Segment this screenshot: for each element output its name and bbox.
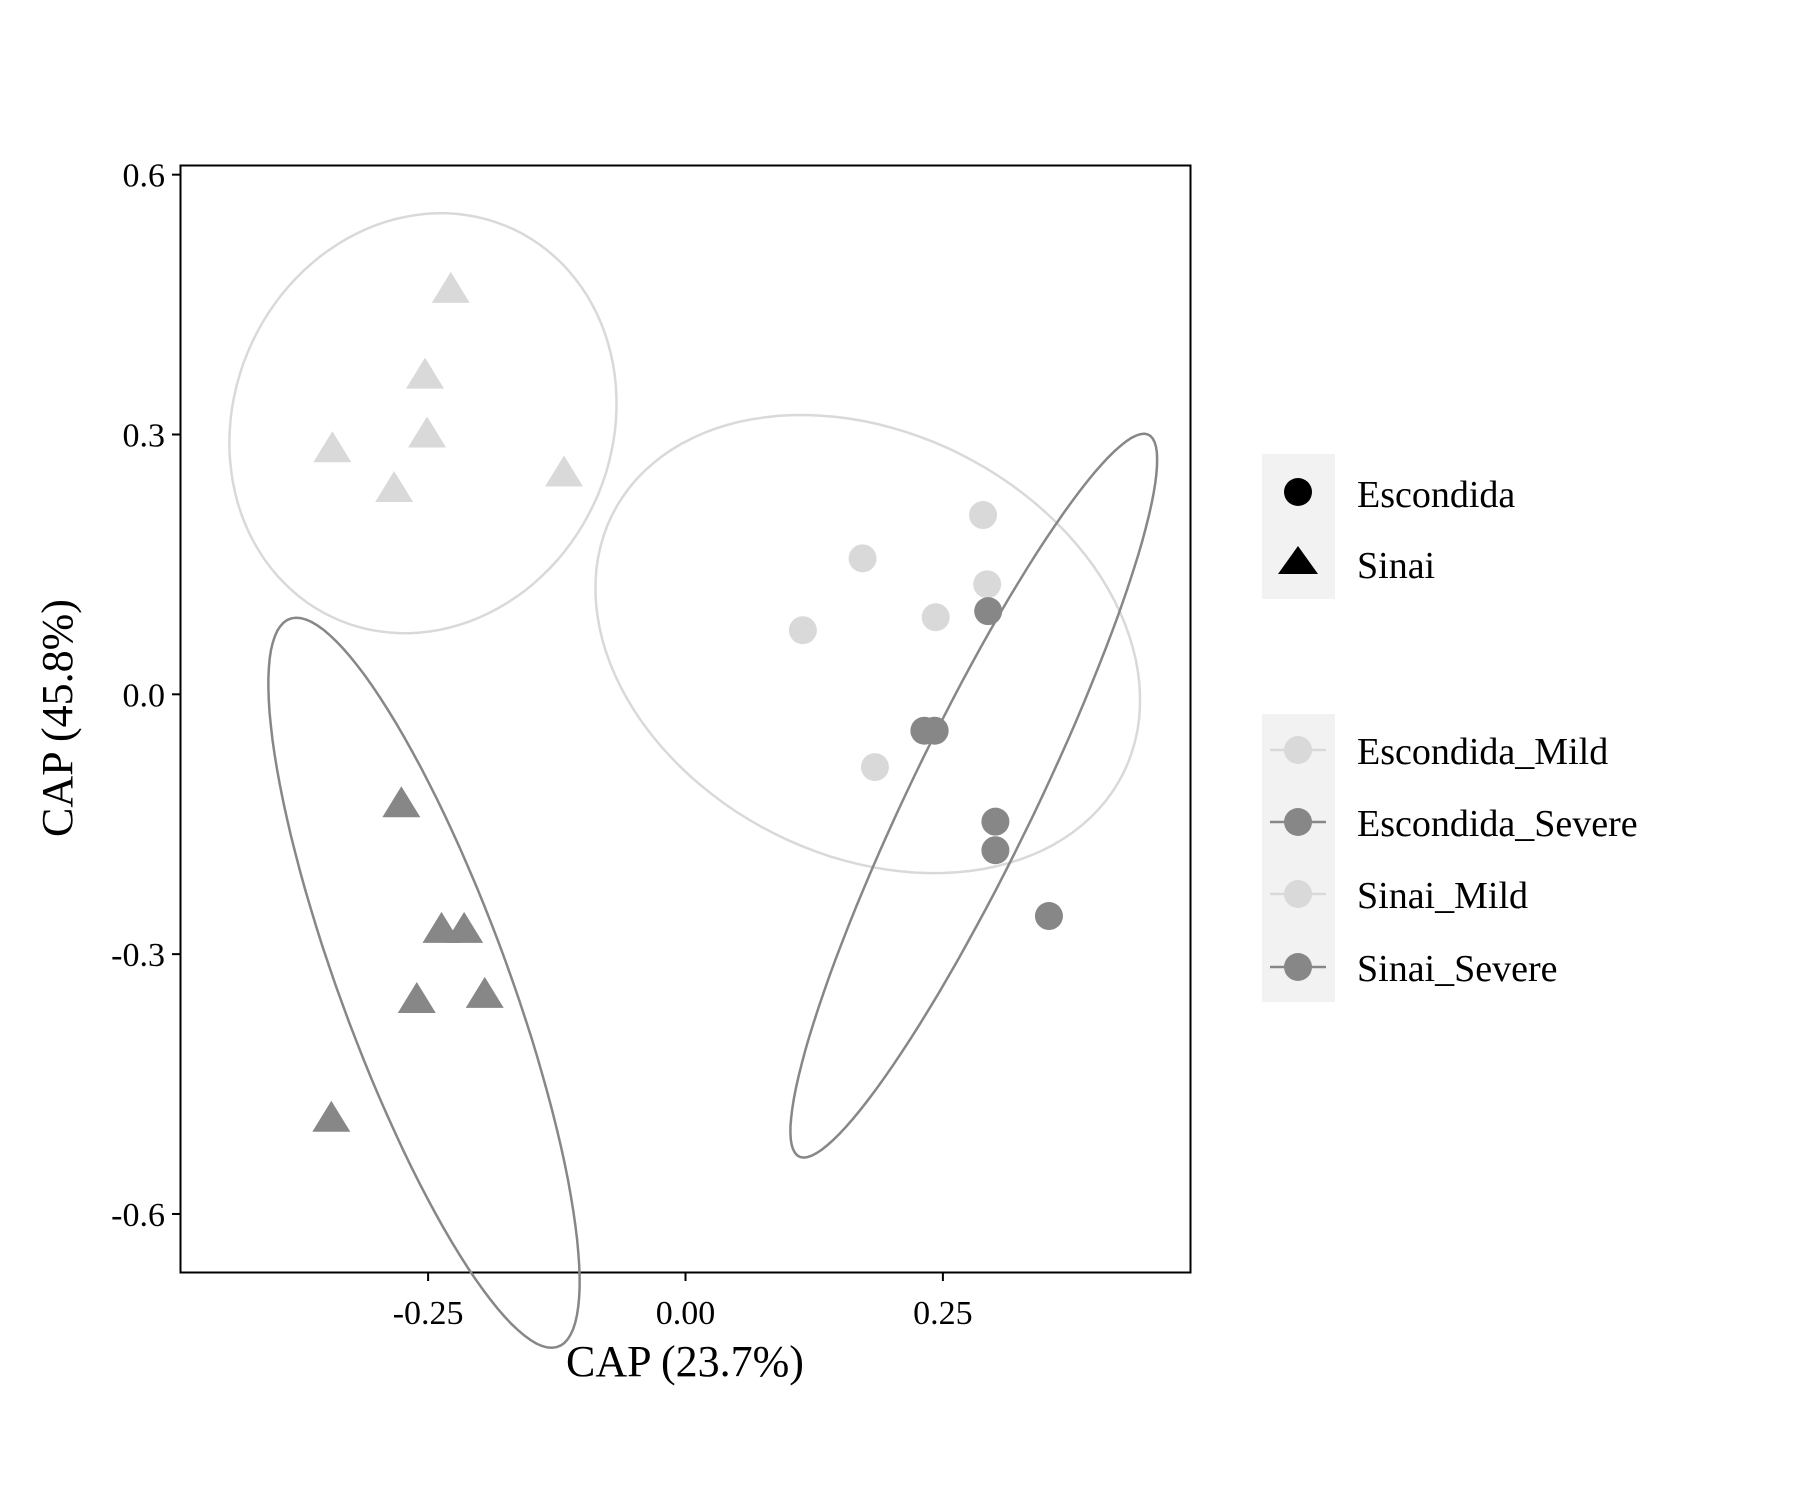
group-legend-label-sinai-severe: Sinai_Severe — [1357, 948, 1558, 990]
legend-sinai-severe-point-icon — [1284, 953, 1312, 981]
shape-legend-label-escondida: Escondida — [1357, 474, 1515, 516]
sinai-mild-point — [313, 431, 352, 463]
sinai-mild-point — [545, 455, 584, 487]
escondida-mild-point — [969, 501, 998, 530]
escondida-severe-point — [1034, 902, 1063, 931]
sinai-mild-point — [431, 271, 470, 303]
y-tick-label: -0.6 — [111, 1197, 165, 1234]
y-axis: -0.6 -0.3 0.0 0.3 0.6 — [111, 158, 181, 1234]
sinai-mild-point — [406, 357, 445, 389]
y-tick-label: 0.3 — [123, 417, 166, 454]
ellipses-layer — [228, 212, 1159, 1350]
legend-escondida-mild-point-icon — [1284, 736, 1312, 764]
sinai-mild-point — [408, 416, 447, 448]
y-axis-title: CAP (45.8%) — [33, 599, 82, 837]
sinai-mild-point — [375, 471, 414, 503]
group-legend-label-escondida-severe: Escondida_Severe — [1357, 803, 1638, 845]
sinai-mild-ellipse — [228, 212, 618, 635]
x-axis-title: CAP (23.7%) — [566, 1337, 804, 1386]
group-legend: Escondida_Mild Escondida_Severe Sinai_Mi… — [1262, 714, 1638, 1002]
escondida-mild-point — [973, 570, 1002, 599]
sinai-severe-point — [312, 1100, 351, 1132]
sinai-severe-ellipse — [267, 616, 581, 1350]
legend-sinai-mild-key — [1270, 880, 1326, 908]
x-axis: -0.25 0.00 0.25 — [393, 1272, 973, 1332]
legend-escondida-severe-key — [1270, 808, 1326, 836]
escondida-severe-point — [981, 836, 1010, 865]
x-tick-label: 0.00 — [656, 1295, 716, 1332]
sinai-severe-point — [445, 911, 484, 943]
sinai-severe-point — [397, 982, 436, 1014]
escondida-severe-point — [974, 597, 1003, 626]
legend-sinai-triangle-icon — [1278, 546, 1318, 574]
escondida-mild-point — [848, 544, 877, 573]
escondida-severe-point — [981, 807, 1010, 836]
x-tick-label: 0.25 — [913, 1295, 973, 1332]
legend-escondida-severe-point-icon — [1284, 808, 1312, 836]
sinai-severe-point — [382, 786, 421, 818]
escondida-severe-point — [920, 716, 949, 745]
legend-sinai-severe-key — [1270, 953, 1326, 981]
points-layer — [312, 271, 1063, 1132]
shape-legend: Escondida Sinai — [1262, 454, 1515, 599]
legend-sinai-mild-point-icon — [1284, 880, 1312, 908]
group-legend-label-sinai-mild: Sinai_Mild — [1357, 875, 1528, 917]
escondida-severe-ellipse — [789, 432, 1159, 1159]
y-tick-label: 0.6 — [123, 158, 166, 195]
y-tick-label: 0.0 — [123, 677, 166, 714]
escondida-mild-ellipse — [594, 413, 1142, 875]
y-tick-label: -0.3 — [111, 937, 165, 974]
group-legend-label-escondida-mild: Escondida_Mild — [1357, 731, 1608, 773]
legend-escondida-circle-icon — [1284, 478, 1312, 506]
escondida-mild-point — [921, 603, 950, 632]
shape-legend-key-background — [1262, 454, 1335, 599]
sinai-severe-point — [465, 976, 504, 1008]
plot-panel — [179, 164, 1192, 1274]
legend-escondida-mild-key — [1270, 736, 1326, 764]
escondida-mild-point — [788, 616, 817, 645]
escondida-mild-point — [860, 753, 889, 782]
x-tick-label: -0.25 — [393, 1295, 464, 1332]
shape-legend-label-sinai: Sinai — [1357, 545, 1435, 587]
